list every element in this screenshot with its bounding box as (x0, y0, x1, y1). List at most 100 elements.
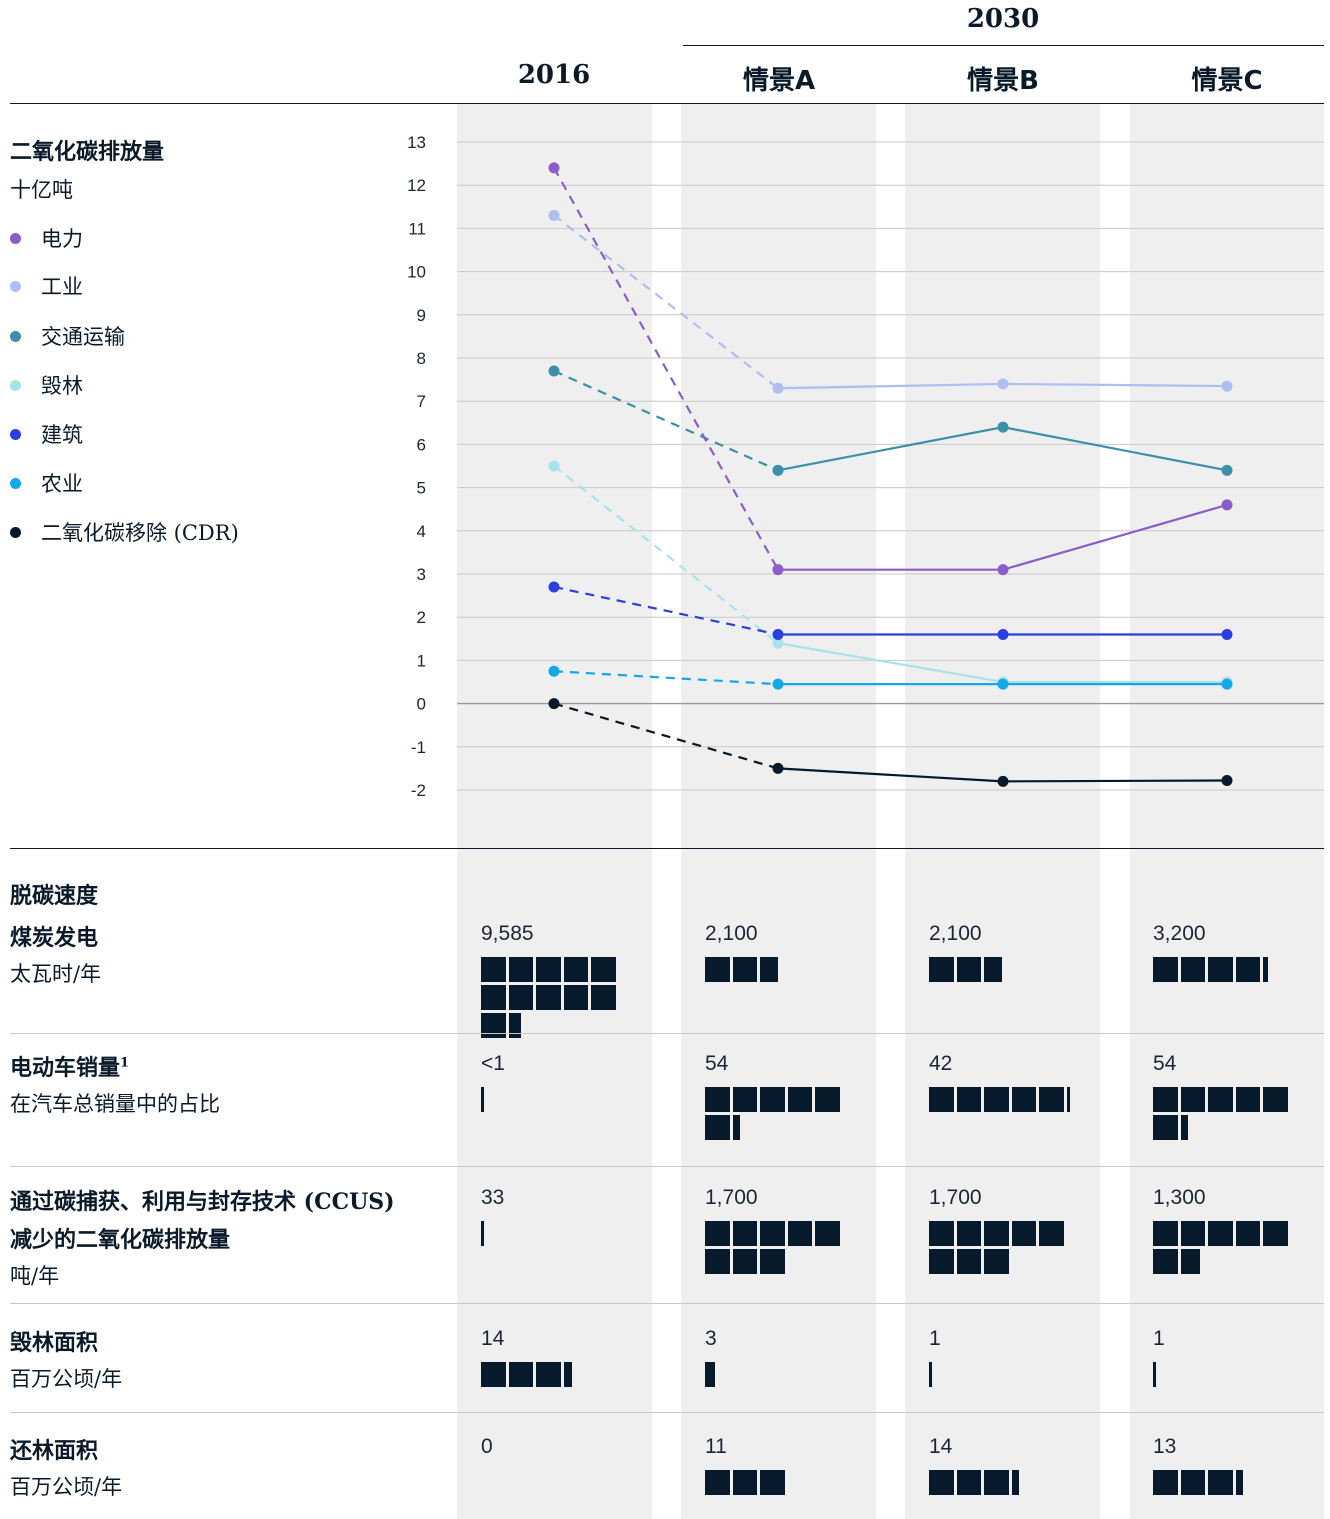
data-point (772, 382, 784, 394)
unit-block (1235, 957, 1260, 982)
unit-block (563, 985, 588, 1010)
data-point (997, 421, 1009, 433)
unit-block (481, 985, 506, 1010)
unit-block (732, 1249, 757, 1274)
metrics-top-rule (10, 848, 1324, 849)
unit-block (1039, 1087, 1064, 1112)
unit-block (1153, 1362, 1156, 1387)
header-col-scenario-a: 情景A (742, 66, 816, 96)
column-bg-2016 (457, 104, 652, 1519)
metric-unit-bar (929, 1362, 1079, 1387)
header-group-rule (683, 45, 1324, 46)
unit-block (705, 1221, 730, 1246)
metric-value: 14 (929, 1435, 953, 1458)
unit-block (536, 1362, 561, 1387)
metric-unit: 百万公顷/年 (10, 1367, 123, 1391)
unit-block (1263, 957, 1268, 982)
unit-block (815, 1221, 840, 1246)
metric-value: 14 (481, 1327, 505, 1350)
row-divider (10, 1412, 1324, 1413)
y-tick-label: -2 (411, 781, 426, 800)
unit-block (508, 985, 533, 1010)
metric-value: 2,100 (705, 922, 758, 945)
data-point (772, 678, 784, 690)
metric-value: 1 (1153, 1327, 1165, 1350)
metric-title: 还林面积 (10, 1438, 99, 1464)
legend-item: 工业 (10, 274, 83, 299)
unit-block (815, 1087, 840, 1112)
metric-value: 42 (929, 1052, 953, 1075)
legend-label: 电力 (41, 227, 83, 251)
legend-dot-icon (10, 526, 21, 538)
data-point (997, 678, 1009, 690)
metric-unit: 太瓦时/年 (10, 962, 102, 986)
data-point (548, 162, 560, 174)
y-tick-label: 9 (417, 306, 426, 325)
data-point (548, 460, 560, 472)
unit-block (508, 957, 533, 982)
metric-value: 11 (705, 1435, 727, 1458)
unit-block (929, 1249, 954, 1274)
legend-dot-icon (10, 330, 21, 342)
metric-value: 54 (705, 1052, 729, 1075)
metric-value: 13 (1153, 1435, 1177, 1458)
unit-block (732, 1470, 757, 1495)
unit-block (481, 1221, 484, 1246)
row-divider (10, 1033, 1324, 1034)
unit-block (1153, 1087, 1178, 1112)
header-col-2016: 2016 (517, 60, 591, 90)
chart-title: 二氧化碳排放量 (10, 139, 165, 165)
metric-unit-bar (481, 1362, 631, 1387)
y-tick-label: 11 (408, 219, 426, 238)
unit-block (1208, 1087, 1233, 1112)
metric-title: 煤炭发电 (10, 925, 99, 951)
metric-value: 1 (929, 1327, 941, 1350)
legend-item: 农业 (10, 471, 83, 496)
unit-block (481, 1087, 484, 1112)
unit-block (1208, 1221, 1233, 1246)
metric-value: 54 (1153, 1052, 1177, 1075)
legend-dot-icon (10, 428, 21, 440)
unit-block (929, 1221, 954, 1246)
legend-dot-icon (10, 232, 21, 244)
series-line-dashed (553, 369, 779, 472)
unit-block (760, 1087, 785, 1112)
data-point (772, 464, 784, 476)
series-line (777, 642, 1227, 684)
footnote-marker: 1 (120, 1055, 130, 1071)
unit-block (705, 1087, 730, 1112)
header-col-scenario-c: 情景C (1191, 66, 1263, 96)
metric-value: 1,700 (929, 1186, 982, 1209)
unit-block (984, 1221, 1009, 1246)
unit-block (1011, 1221, 1036, 1246)
data-point (772, 762, 784, 774)
unit-block (760, 1249, 785, 1274)
data-point (548, 209, 560, 221)
unit-block (732, 1221, 757, 1246)
y-tick-label: 1 (417, 651, 426, 670)
metric-unit: 在汽车总销量中的占比 (10, 1092, 220, 1116)
y-tick-label: 3 (417, 565, 426, 584)
legend-dot-icon (10, 379, 21, 391)
y-tick-label: 8 (417, 349, 426, 368)
unit-block (1011, 1470, 1019, 1495)
metric-unit-bar (481, 1087, 631, 1112)
data-point (772, 564, 784, 576)
unit-block (1180, 1249, 1201, 1274)
legend-label: 交通运输 (41, 325, 125, 349)
metric-unit-bar (1153, 957, 1303, 982)
metric-unit-bar (929, 957, 1079, 982)
metric-title-line2: 减少的二氧化碳排放量 (10, 1227, 231, 1253)
metric-unit-bar (481, 1221, 631, 1246)
data-point (997, 775, 1009, 787)
series-line-dashed (553, 167, 779, 571)
unit-block (1066, 1087, 1070, 1112)
unit-block (732, 1115, 740, 1140)
unit-block (929, 1087, 954, 1112)
unit-block (705, 1362, 715, 1387)
y-tick-label: 12 (407, 176, 426, 195)
unit-block (984, 957, 1003, 982)
data-point (1221, 499, 1233, 511)
unit-block (481, 1013, 506, 1038)
metric-unit: 百万公顷/年 (10, 1475, 123, 1499)
